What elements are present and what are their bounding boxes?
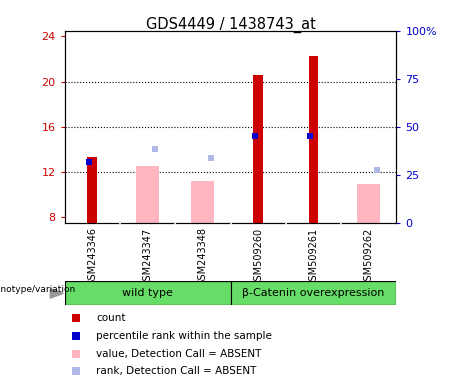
Text: rank, Detection Call = ABSENT: rank, Detection Call = ABSENT — [96, 366, 256, 376]
Text: genotype/variation: genotype/variation — [0, 285, 76, 294]
Text: GDS4449 / 1438743_at: GDS4449 / 1438743_at — [146, 17, 315, 33]
Text: GSM509262: GSM509262 — [364, 227, 374, 287]
Text: wild type: wild type — [122, 288, 173, 298]
Text: β-Catenin overexpression: β-Catenin overexpression — [242, 288, 384, 298]
Text: GSM509261: GSM509261 — [308, 227, 319, 286]
Bar — [191, 181, 214, 223]
Bar — [87, 157, 97, 223]
Bar — [136, 166, 159, 223]
Text: percentile rank within the sample: percentile rank within the sample — [96, 331, 272, 341]
Bar — [357, 184, 380, 223]
Bar — [230, 281, 396, 305]
Text: count: count — [96, 313, 125, 323]
Text: value, Detection Call = ABSENT: value, Detection Call = ABSENT — [96, 349, 261, 359]
Bar — [253, 75, 263, 223]
Text: GSM509260: GSM509260 — [253, 227, 263, 286]
Bar — [308, 56, 319, 223]
Text: GSM243348: GSM243348 — [198, 227, 208, 286]
Bar — [65, 281, 230, 305]
Text: GSM243347: GSM243347 — [142, 227, 153, 286]
Polygon shape — [50, 289, 63, 298]
Text: GSM243346: GSM243346 — [87, 227, 97, 286]
